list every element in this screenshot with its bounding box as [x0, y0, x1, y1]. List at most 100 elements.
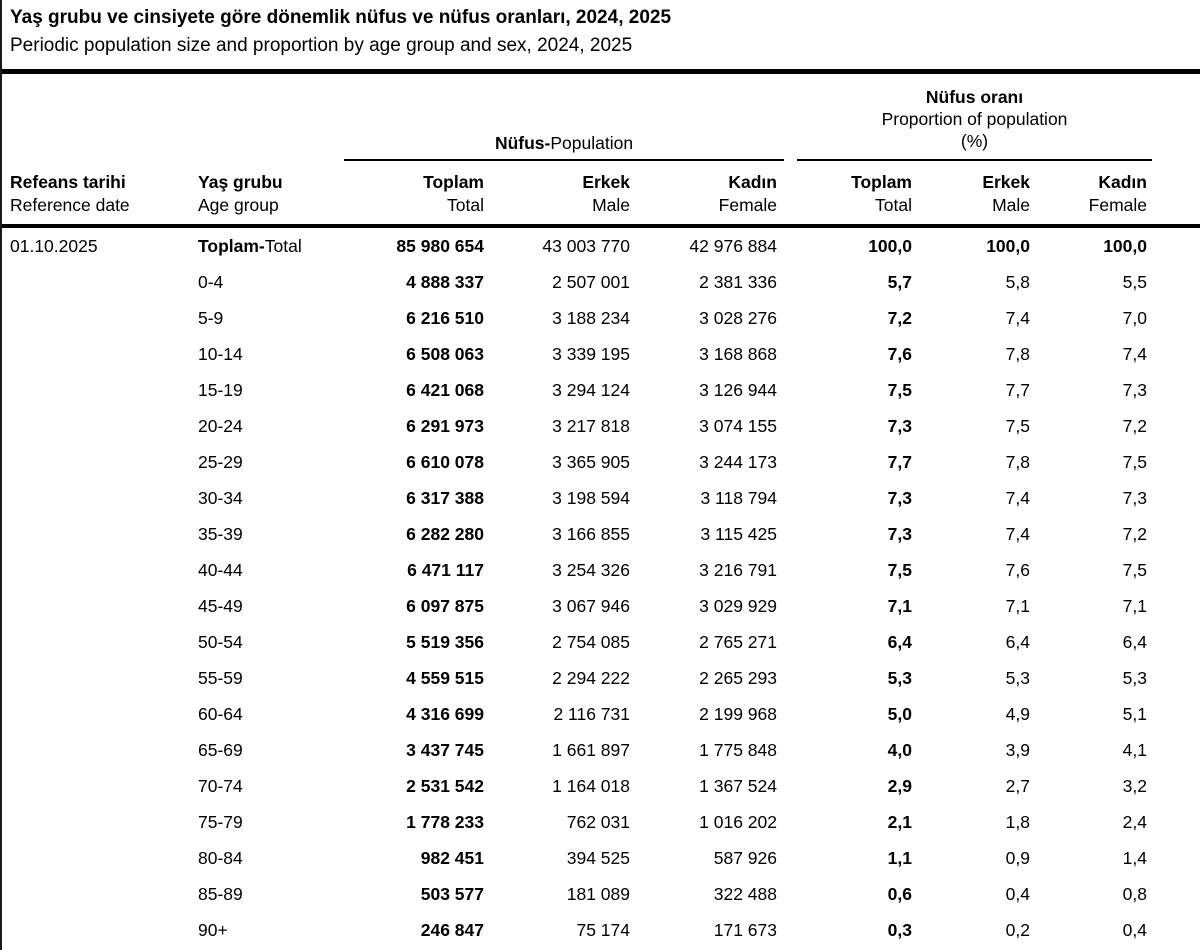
table-row: 50-54 5 519 356 2 754 085 2 765 271 6,4 6,4 6,… — [2, 624, 1147, 660]
prop-total-cell: 7,2 — [887, 307, 912, 328]
pop-female-cell: 2 265 293 — [699, 667, 777, 688]
prop-male-cell: 7,7 — [1005, 379, 1030, 400]
table-row: 45-49 6 097 875 3 067 946 3 029 929 7,1 7,1 7,… — [2, 588, 1147, 624]
pop-male-cell: 3 067 946 — [552, 595, 630, 616]
age-group-cell: 30-34 — [198, 487, 243, 508]
prop-male-cell: 7,8 — [1005, 451, 1030, 472]
prop-male-cell: 7,5 — [1005, 415, 1030, 436]
pop-female-cell: 1 367 524 — [699, 775, 777, 796]
prop-total-cell: 1,1 — [887, 847, 912, 868]
pop-total-cell: 6 508 063 — [406, 343, 484, 364]
age-group-cell: 65-69 — [198, 739, 243, 760]
table-row: 70-74 2 531 542 1 164 018 1 367 524 2,9 2,7 3,… — [2, 768, 1147, 804]
age-group-cell: 50-54 — [198, 631, 243, 652]
proportion-group-label-en: Proportion of population — [881, 109, 1068, 129]
pop-male-cell: 3 294 124 — [552, 379, 630, 400]
pop-total-cell: 4 559 515 — [406, 667, 484, 688]
pop-male-cell: 3 365 905 — [552, 451, 630, 472]
prop-total-cell: 7,7 — [887, 451, 912, 472]
prop-female-cell: 0,4 — [1122, 919, 1147, 940]
pop-female-cell: 2 381 336 — [699, 271, 777, 292]
prop-total-cell: 0,6 — [887, 883, 912, 904]
pop-total-cell: 4 316 699 — [406, 703, 484, 724]
col-header-prop-female: Kadın Female — [1088, 172, 1147, 215]
prop-female-cell: 7,1 — [1122, 595, 1147, 616]
age-group-cell: 45-49 — [198, 595, 243, 616]
prop-total-cell: 7,3 — [887, 487, 912, 508]
prop-total-cell: 4,0 — [887, 739, 912, 760]
pop-male-cell: 1 164 018 — [552, 775, 630, 796]
pop-female-cell: 3 118 794 — [700, 487, 777, 508]
prop-total-cell: 6,4 — [887, 631, 912, 652]
table-row: 15-19 6 421 068 3 294 124 3 126 944 7,5 7,7 7,… — [2, 372, 1147, 408]
pop-total-cell: 982 451 — [420, 847, 484, 868]
pop-male-cell: 181 089 — [566, 883, 630, 904]
age-group-cell: 55-59 — [198, 667, 243, 688]
age-group-cell: 40-44 — [198, 559, 243, 580]
prop-male-cell: 6,4 — [1005, 631, 1030, 652]
pop-male-cell: 394 525 — [566, 847, 630, 868]
prop-female-cell: 3,2 — [1122, 775, 1147, 796]
prop-male-cell: 7,4 — [1005, 307, 1030, 328]
col-header-ref-date: Refeans tarihi Reference date — [10, 172, 130, 215]
prop-total-cell: 7,3 — [887, 415, 912, 436]
pop-male-cell: 2 294 222 — [552, 667, 630, 688]
pop-male-cell: 3 198 594 — [552, 487, 630, 508]
prop-total-cell: 7,6 — [887, 343, 912, 364]
age-group-cell: 5-9 — [198, 307, 224, 328]
prop-male-cell: 100,0 — [986, 235, 1030, 256]
table-row: 20-24 6 291 973 3 217 818 3 074 155 7,3 7,5 7,… — [2, 408, 1147, 444]
table-row: 80-84 982 451 394 525 587 926 1,1 0,9 1,4 — [2, 840, 1147, 876]
prop-male-cell: 0,2 — [1005, 919, 1030, 940]
pop-total-cell: 6 471 117 — [407, 559, 484, 580]
table-row: 25-29 6 610 078 3 365 905 3 244 173 7,7 7,8 7,… — [2, 444, 1147, 480]
prop-male-cell: 1,8 — [1005, 811, 1030, 832]
age-group-cell: 35-39 — [198, 523, 243, 544]
prop-female-cell: 7,5 — [1122, 451, 1147, 472]
pop-total-cell: 5 519 356 — [406, 631, 484, 652]
table-row: 40-44 6 471 117 3 254 326 3 216 791 7,5 7,6 7,… — [2, 552, 1147, 588]
prop-male-cell: 2,7 — [1005, 775, 1030, 796]
proportion-group-unit: (%) — [960, 131, 989, 151]
age-group-cell: 75-79 — [198, 811, 243, 832]
table-header: Nüfus-Population Nüfus oranı Proportion … — [2, 74, 1200, 228]
prop-total-cell: 2,1 — [887, 811, 912, 832]
pop-total-cell: 6 610 078 — [406, 451, 484, 472]
pop-total-cell: 246 847 — [420, 919, 484, 940]
prop-total-cell: 5,0 — [887, 703, 912, 724]
pop-total-cell: 3 437 745 — [406, 739, 484, 760]
pop-female-cell: 1 016 202 — [699, 811, 777, 832]
prop-total-cell: 5,3 — [887, 667, 912, 688]
table-row: 5-9 6 216 510 3 188 234 3 028 276 7,2 7,4 7,0 — [2, 300, 1147, 336]
population-group-label-en: Population — [550, 133, 634, 153]
proportion-group-underline — [797, 159, 1152, 161]
column-headers-row: Refeans tarihi Reference date Yaş grubu … — [2, 171, 1147, 217]
prop-female-cell: 1,4 — [1122, 847, 1147, 868]
pop-female-cell: 42 976 884 — [689, 235, 777, 256]
prop-female-cell: 7,0 — [1122, 307, 1147, 328]
prop-female-cell: 5,1 — [1122, 703, 1147, 724]
pop-female-cell: 587 926 — [713, 847, 777, 868]
title-block: Yaş grubu ve cinsiyete göre dönemlik nüf… — [2, 0, 1200, 60]
pop-total-cell: 6 216 510 — [406, 307, 484, 328]
pop-female-cell: 3 244 173 — [699, 451, 777, 472]
prop-male-cell: 7,4 — [1005, 523, 1030, 544]
table-row: 75-79 1 778 233 762 031 1 016 202 2,1 1,8 2,4 — [2, 804, 1147, 840]
pop-female-cell: 2 765 271 — [699, 631, 777, 652]
prop-male-cell: 7,4 — [1005, 487, 1030, 508]
pop-female-cell: 2 199 968 — [699, 703, 777, 724]
prop-total-cell: 100,0 — [868, 235, 912, 256]
pop-female-cell: 322 488 — [713, 883, 777, 904]
prop-female-cell: 7,4 — [1122, 343, 1147, 364]
pop-total-cell: 1 778 233 — [406, 811, 484, 832]
pop-total-cell: 6 282 280 — [406, 523, 484, 544]
pop-male-cell: 3 166 855 — [552, 523, 630, 544]
pop-female-cell: 1 775 848 — [699, 739, 777, 760]
page-subtitle: Periodic population size and proportion … — [10, 35, 633, 56]
pop-male-cell: 75 174 — [576, 919, 630, 940]
proportion-group-label-tr: Nüfus oranı — [925, 87, 1024, 107]
col-header-pop-female: Kadın Female — [718, 172, 777, 215]
table-row: 65-69 3 437 745 1 661 897 1 775 848 4,0 3,9 4,… — [2, 732, 1147, 768]
age-group-cell: 85-89 — [198, 883, 243, 904]
prop-total-cell: 5,7 — [887, 271, 912, 292]
